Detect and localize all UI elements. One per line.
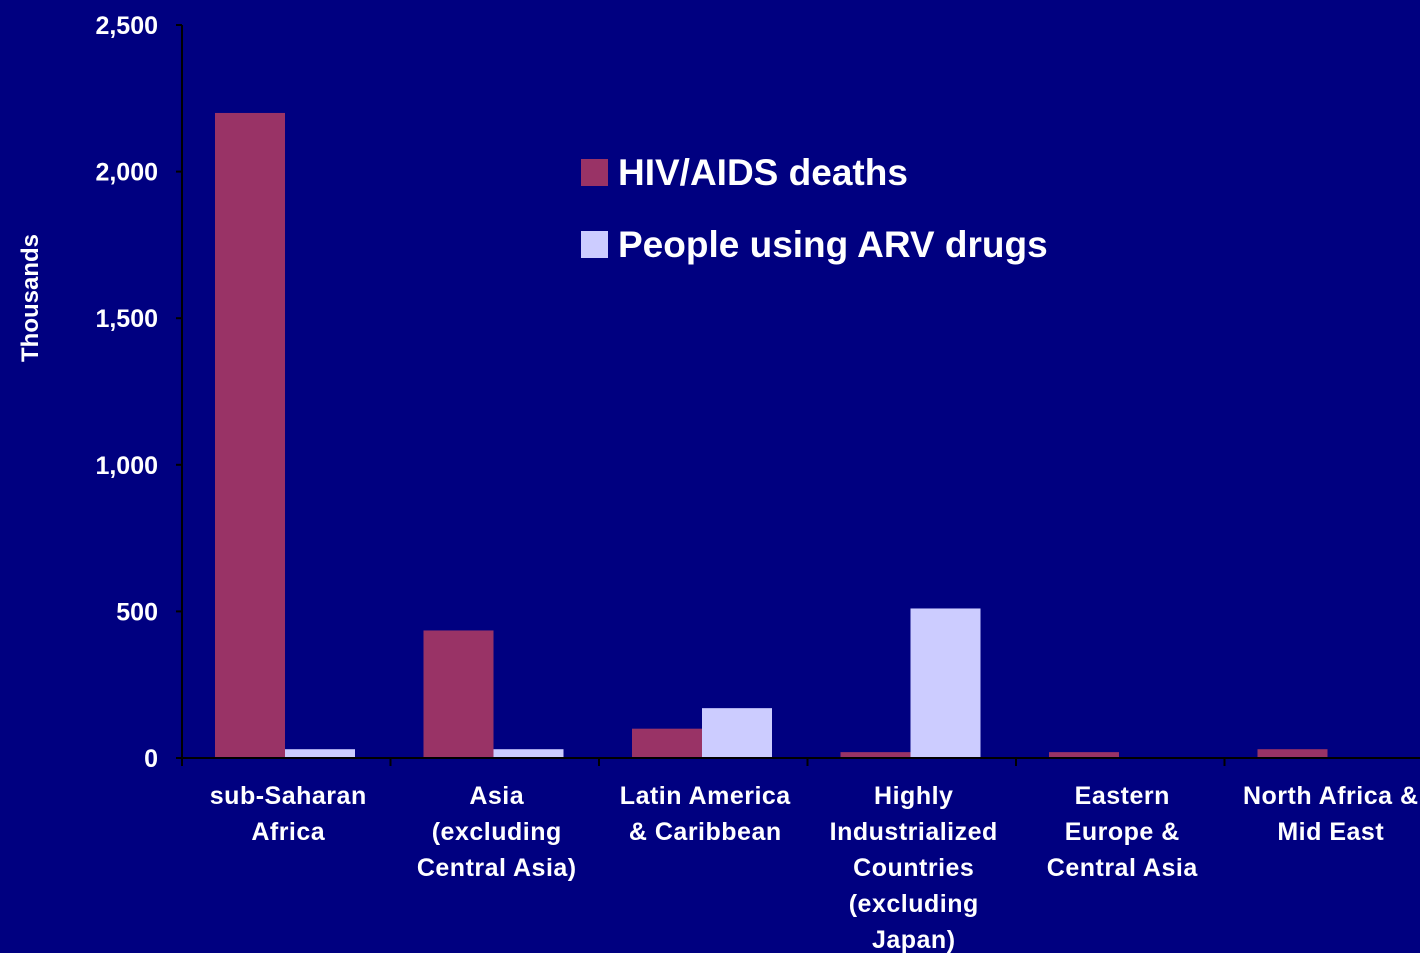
y-tick-label: 2,000	[95, 159, 158, 187]
x-tick-label: Highly	[874, 782, 953, 810]
x-tick-label: Africa	[251, 818, 325, 846]
y-axis: 0 500 1,000 1,500 2,000 2,500	[95, 12, 183, 773]
x-tick-label: sub-Saharan	[210, 782, 367, 810]
y-axis-label: Thousands	[17, 234, 44, 362]
x-tick-label: Central Asia	[1047, 854, 1199, 882]
bar-hiv-aids-deaths	[423, 630, 494, 758]
bar-people-using-arv	[493, 749, 564, 758]
x-tick-label: (excluding	[432, 818, 562, 846]
bars	[215, 112, 1328, 758]
y-tick-label: 1,500	[95, 305, 158, 333]
x-tick-label: Countries	[853, 854, 974, 882]
x-tick-label: Central Asia)	[417, 854, 577, 882]
legend: HIV/AIDS deaths People using ARV drugs	[581, 152, 1048, 265]
x-tick-label: Mid East	[1277, 818, 1384, 846]
x-tick-label: (excluding	[849, 890, 979, 918]
legend-label: People using ARV drugs	[618, 224, 1048, 265]
bar-hiv-aids-deaths	[215, 112, 285, 758]
x-tick-label: Latin America	[620, 782, 792, 810]
x-tick-label: Eastern	[1075, 782, 1170, 810]
bar-people-using-arv	[285, 749, 355, 758]
y-tick-label: 0	[144, 745, 158, 773]
x-tick-label: & Caribbean	[629, 818, 782, 846]
x-axis: sub-Saharan Africa Asia (excluding Central A…	[181, 757, 1420, 953]
bar-hiv-aids-deaths	[1049, 752, 1119, 758]
bar-hiv-aids-deaths	[1257, 749, 1328, 758]
x-tick-label: Industrialized	[830, 818, 998, 846]
legend-swatch	[581, 159, 608, 186]
legend-swatch	[581, 231, 608, 258]
x-tick-label: Japan)	[872, 926, 956, 953]
bar-people-using-arv	[702, 708, 772, 758]
y-tick-label: 500	[116, 598, 158, 626]
bar-people-using-arv	[910, 608, 981, 758]
x-tick-label: Asia	[469, 782, 524, 810]
y-tick-label: 1,000	[95, 452, 158, 480]
bar-hiv-aids-deaths	[632, 728, 702, 758]
x-tick-label: North Africa &	[1243, 782, 1419, 810]
bar-hiv-aids-deaths	[840, 752, 911, 758]
x-tick-label: Europe &	[1065, 818, 1180, 846]
y-tick-label: 2,500	[95, 12, 158, 40]
legend-label: HIV/AIDS deaths	[618, 152, 908, 193]
